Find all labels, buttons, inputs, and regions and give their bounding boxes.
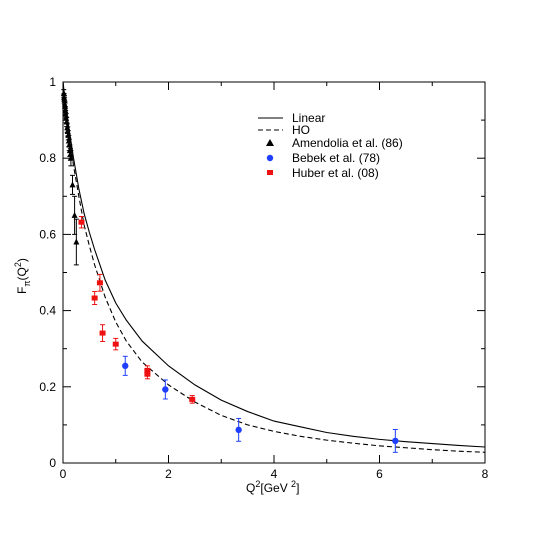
y-tick-label: 0.6 [39, 227, 56, 241]
y-axis-label-arg-sup: 2 [13, 262, 23, 267]
data-point-square [78, 219, 85, 225]
data-point-triangle [67, 150, 74, 157]
data-point-circle [122, 362, 129, 370]
legend-linear-label: Linear [292, 111, 325, 125]
data-point-triangle [65, 137, 72, 144]
legend-huber-marker [267, 170, 273, 175]
data-point-triangle [69, 181, 76, 188]
curve-ho [62, 81, 486, 453]
x-tick-label: 4 [271, 467, 278, 481]
data-point-circle [392, 437, 399, 445]
legend-ho-label: HO [292, 123, 310, 137]
y-axis-label-sub: π [22, 280, 32, 286]
x-axis-label-unit: [GeV [260, 481, 291, 495]
y-axis-label-f: F [15, 287, 29, 294]
data-point-circle [235, 426, 242, 434]
model-curves [62, 81, 486, 453]
y-axis-label-text: Fπ(Q2) [13, 258, 32, 294]
curve-linear [62, 81, 486, 448]
legend-huber-label: Huber et al. (08) [292, 166, 379, 180]
data-points [60, 89, 399, 453]
x-axis-label-unit-sup: 2 [291, 479, 296, 489]
y-axis-label-arg: (Q [15, 267, 29, 280]
x-tick-label: 8 [482, 467, 489, 481]
data-point-square [189, 396, 196, 402]
data-point-triangle [71, 211, 78, 218]
y-tick-label: 1 [49, 75, 56, 89]
legend-bebek-marker [266, 154, 274, 162]
data-point-square [91, 295, 98, 301]
x-tick-label: 0 [60, 467, 67, 481]
data-point-square [112, 341, 119, 347]
plot-frame [62, 81, 486, 464]
x-tick-label: 6 [376, 467, 383, 481]
data-point-triangle [67, 154, 74, 161]
y-tick-label: 0.2 [39, 380, 56, 394]
x-axis-label-close: ] [296, 481, 299, 495]
x-axis-label-sup: 2 [255, 479, 260, 489]
x-axis-label: Q2[GeV 2] [246, 479, 299, 495]
y-axis-label-arg-close: ) [15, 258, 29, 262]
data-point-triangle [73, 238, 80, 245]
legend-bebek-label: Bebek et al. (78) [292, 151, 380, 165]
data-point-square [96, 280, 103, 286]
data-point-circle [162, 386, 169, 393]
legend: Linear HO Amendolia et al. (86) Bebek et… [258, 111, 403, 180]
legend-amendolia-label: Amendolia et al. (86) [292, 136, 403, 150]
y-tick-label: 0.4 [39, 304, 56, 318]
data-point-square [99, 330, 106, 336]
x-axis-label-q: Q [246, 481, 255, 495]
y-axis-label: Fπ(Q2) [13, 258, 32, 294]
legend-amendolia-marker [266, 139, 274, 146]
data-point-square [144, 371, 151, 377]
axis-ticks: 0 2 4 6 8 0 0.2 0.4 0.6 0.8 1 [39, 75, 488, 481]
y-tick-label: 0.8 [39, 151, 56, 165]
y-tick-label: 0 [49, 456, 56, 470]
x-tick-label: 2 [165, 467, 172, 481]
